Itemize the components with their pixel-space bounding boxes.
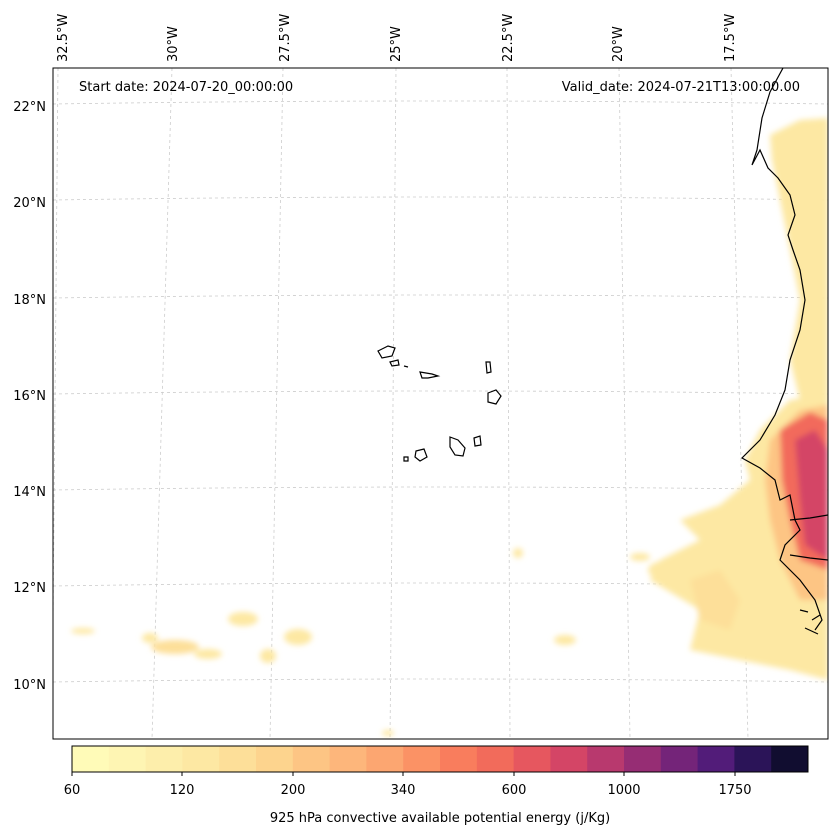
parallel-22n: [53, 100, 828, 105]
parallel-10n: [53, 678, 828, 683]
island-fogo: [414, 448, 428, 462]
cape-region-sw: [690, 570, 740, 630]
coastlines: [377, 68, 828, 635]
cape-blob-1: [648, 560, 692, 580]
cape-blob-3: [228, 612, 258, 626]
cape-region-coast-north: [770, 118, 828, 420]
parallel-12n: [53, 582, 828, 587]
meridian-20w: [618, 68, 631, 739]
colorbar-label-340: 340: [391, 783, 416, 798]
colorbar-swatch-1: [108, 746, 147, 772]
cape-blob-4: [284, 629, 312, 645]
bijagos-islands: [799, 609, 821, 635]
start-date-label: Start date: 2024-07-20_00:00:00: [79, 80, 293, 95]
lon-label-17-5w: 17.5°W: [723, 14, 738, 62]
colorbar-ticks: [71, 772, 736, 776]
cape-blob-10: [554, 635, 576, 645]
lat-label-16n: 16°N: [13, 389, 46, 404]
lat-label-12n: 12°N: [13, 581, 46, 596]
colorbar-swatch-2: [145, 746, 183, 772]
cape-blob-7: [142, 633, 158, 643]
lon-label-22-5w: 22.5°W: [501, 14, 516, 62]
meridian-27-5w: [269, 68, 284, 739]
meridian-25w: [389, 68, 397, 739]
colorbar-label-1000: 1000: [607, 783, 640, 798]
cape-region-peak: [795, 430, 828, 560]
latitude-labels: 22°N 20°N 18°N 16°N 14°N 12°N 10°N: [13, 100, 46, 693]
colorbar-swatch-0: [72, 746, 110, 772]
africa-coastline: [741, 68, 823, 631]
colorbar-label-120: 120: [170, 783, 195, 798]
lon-label-20w: 20°W: [611, 26, 626, 62]
colorbar-frame: [71, 745, 809, 773]
lat-label-22n: 22°N: [13, 100, 46, 115]
cape-blob-5: [260, 649, 276, 663]
colorbar-swatch-8: [366, 746, 404, 772]
parallel-18n: [53, 294, 828, 299]
island-sao-nicolau: [419, 371, 441, 379]
colorbar-swatch-4: [219, 746, 257, 772]
cape-blob-6: [151, 640, 199, 654]
colorbar-swatch-6: [292, 746, 331, 772]
colorbar: 60 120 200 340 600 1000 1750 925 hPa con…: [64, 745, 809, 826]
island-brava: [403, 456, 409, 462]
island-sao-vicente: [389, 359, 400, 367]
island-santo-antao: [377, 345, 396, 359]
island-sal: [485, 361, 492, 374]
colorbar-tick-labels: 60 120 200 340 600 1000 1750: [64, 783, 752, 798]
guinea-bissau-coast: [789, 554, 828, 561]
longitude-labels: 32.5°W 30°W 27.5°W 25°W 22.5°W 20°W 17.5…: [56, 14, 738, 62]
colorbar-swatch-5: [256, 746, 294, 772]
meridian-22-5w: [506, 68, 511, 739]
lon-label-32-5w: 32.5°W: [56, 14, 71, 62]
map-frame: [52, 67, 829, 740]
colorbar-swatch-17: [697, 746, 735, 772]
parallel-14n: [53, 486, 828, 491]
parallel-16n: [53, 390, 828, 395]
lat-label-20n: 20°N: [13, 196, 46, 211]
cape-blob-2: [630, 553, 650, 561]
lon-label-25w: 25°W: [389, 26, 404, 62]
lon-label-27-5w: 27.5°W: [278, 14, 293, 62]
colorbar-swatch-7: [329, 746, 367, 772]
lat-label-14n: 14°N: [13, 485, 46, 500]
cape-filled-contours: [71, 118, 828, 736]
colorbar-swatch-12: [513, 746, 551, 772]
cape-blob-9: [71, 628, 95, 634]
colorbar-label-1750: 1750: [718, 783, 751, 798]
colorbar-swatch-10: [440, 746, 478, 772]
island-maio: [473, 435, 482, 447]
island-santiago: [449, 436, 466, 457]
colorbar-swatch-15: [624, 746, 662, 772]
colorbar-label-60: 60: [64, 783, 81, 798]
colorbar-label-600: 600: [502, 783, 527, 798]
island-santa-luzia: [403, 365, 409, 368]
colorbar-swatch-19: [771, 746, 809, 772]
gambia-river: [789, 514, 828, 521]
colorbar-swatches: [72, 746, 809, 772]
colorbar-swatch-18: [734, 746, 772, 772]
colorbar-title: 925 hPa convective available potential e…: [270, 811, 610, 826]
colorbar-swatch-3: [182, 746, 220, 772]
colorbar-swatch-13: [550, 746, 588, 772]
cape-blob-12: [382, 730, 394, 736]
cape-blob-8: [194, 649, 222, 659]
colorbar-swatch-14: [587, 746, 625, 772]
island-boa-vista: [487, 389, 502, 405]
valid-date-label: Valid_date: 2024-07-21T13:00:00.00: [562, 80, 800, 95]
cape-blob-11: [513, 548, 523, 558]
colorbar-swatch-16: [660, 746, 699, 772]
lon-label-30w: 30°W: [166, 26, 181, 62]
lat-label-10n: 10°N: [13, 678, 46, 693]
parallel-20n: [53, 196, 828, 201]
lat-label-18n: 18°N: [13, 293, 46, 308]
meridian-30w: [151, 68, 173, 739]
colorbar-label-200: 200: [281, 783, 306, 798]
colorbar-swatch-11: [476, 746, 515, 772]
colorbar-swatch-9: [403, 746, 441, 772]
